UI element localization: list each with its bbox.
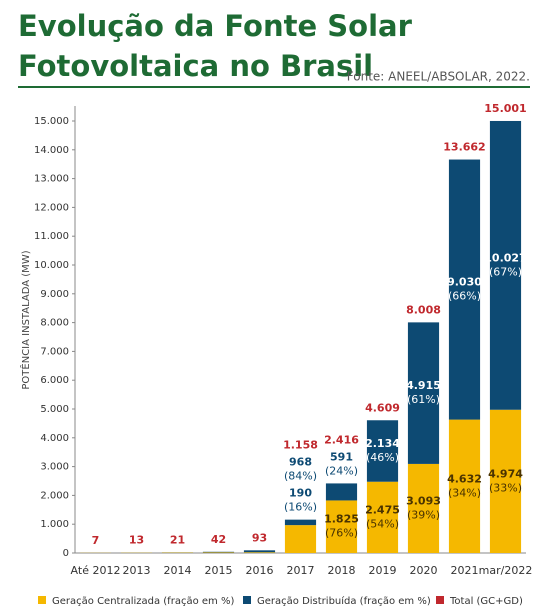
x-tick-label: 2017 (287, 564, 315, 577)
total-label: 2.416 (324, 433, 359, 446)
chart-title: Fotovoltaica no Brasil (18, 49, 373, 83)
bar-segment (202, 552, 235, 553)
segment-percent: (39%) (407, 508, 440, 521)
segment-label: 4.974 (488, 467, 523, 480)
total-label: 15.001 (484, 102, 526, 115)
bar-segment (407, 463, 440, 553)
bar-segment (202, 551, 235, 553)
x-tick-label: 2015 (205, 564, 233, 577)
x-tick-label: 2021 (451, 564, 479, 577)
y-tick-label: 2.000 (40, 490, 69, 501)
segment-percent: (34%) (448, 486, 481, 499)
x-tick-label: 2014 (164, 564, 192, 577)
segment-label: 2.134 (365, 437, 400, 450)
segment-percent: (76%) (325, 527, 358, 540)
legend-swatch (436, 596, 444, 604)
bar-segment (243, 552, 276, 553)
segment-label: 9.030 (447, 276, 482, 289)
x-tick-label: 2020 (410, 564, 438, 577)
x-tick-label: mar/2022 (479, 564, 533, 577)
bar-segment (448, 159, 481, 420)
y-tick-label: 10.000 (34, 260, 69, 271)
total-label: 93 (252, 531, 267, 544)
bar-segment (284, 519, 317, 526)
y-tick-label: 4.000 (40, 433, 69, 444)
bar-segment (366, 481, 399, 553)
segment-label: 591 (330, 450, 353, 463)
legend-label: Geração Centralizada (fração em %) (52, 596, 234, 607)
x-tick-label: 2019 (369, 564, 397, 577)
segment-label: 4.632 (447, 472, 482, 485)
segment-percent: (46%) (366, 451, 399, 464)
bar-segment (489, 409, 522, 553)
segment-percent: (66%) (448, 290, 481, 303)
total-label: 8.008 (406, 303, 441, 316)
segment-percent: (84%) (284, 470, 317, 483)
x-tick-label: 2016 (246, 564, 274, 577)
segment-percent: (54%) (366, 517, 399, 530)
legend-swatch (38, 596, 46, 604)
y-tick-label: 15.000 (34, 116, 69, 127)
y-tick-label: 12.000 (34, 202, 69, 213)
y-tick-label: 7.000 (40, 346, 69, 357)
legend-label: Total (GC+GD) (449, 596, 523, 607)
bar-segment (407, 322, 440, 464)
y-tick-label: 1.000 (40, 519, 69, 530)
y-tick-label: 0 (63, 548, 69, 559)
bar-segment (325, 483, 358, 501)
total-label: 7 (92, 534, 100, 547)
segment-label: 190 (289, 487, 312, 500)
segment-label: 3.093 (406, 494, 441, 507)
total-label: 4.609 (365, 401, 400, 414)
segment-percent: (33%) (489, 481, 522, 494)
segment-percent: (24%) (325, 464, 358, 477)
segment-label: 10.027 (484, 251, 526, 264)
y-tick-label: 8.000 (40, 318, 69, 329)
total-label: 42 (211, 533, 226, 546)
total-label: 21 (170, 533, 185, 546)
segment-percent: (16%) (284, 501, 317, 514)
segment-label: 2.475 (365, 503, 400, 516)
segment-label: 4.915 (406, 379, 441, 392)
bar-segment (489, 120, 522, 410)
bar-segment (448, 419, 481, 553)
y-tick-label: 11.000 (34, 231, 69, 242)
segment-label: 968 (289, 456, 312, 469)
legend-swatch (243, 596, 251, 604)
source: Fonte: ANEEL/ABSOLAR, 2022. (347, 70, 530, 84)
y-tick-label: 9.000 (40, 289, 69, 300)
legend-label: Geração Distribuída (fração em %) (257, 595, 431, 607)
bar-segment (243, 550, 276, 553)
y-tick-label: 14.000 (34, 145, 69, 156)
y-tick-label: 6.000 (40, 375, 69, 386)
y-tick-label: 3.000 (40, 462, 69, 473)
bar-segment (284, 525, 317, 553)
x-tick-label: Até 2012 (71, 564, 121, 577)
total-label: 13.662 (443, 141, 485, 154)
segment-percent: (67%) (489, 265, 522, 278)
chart-title: Evolução da Fonte Solar (18, 9, 413, 43)
y-tick-label: 5.000 (40, 404, 69, 415)
total-label: 1.158 (283, 439, 318, 452)
x-tick-label: 2013 (123, 564, 151, 577)
y-tick-label: 13.000 (34, 174, 69, 185)
segment-percent: (61%) (407, 393, 440, 406)
bar-segment (366, 420, 399, 482)
x-tick-label: 2018 (328, 564, 356, 577)
segment-label: 1.825 (324, 513, 359, 526)
y-axis-label: POTÊNCIA INSTALADA (MW) (19, 250, 32, 389)
total-label: 13 (129, 534, 144, 547)
bar-segment (325, 500, 358, 553)
